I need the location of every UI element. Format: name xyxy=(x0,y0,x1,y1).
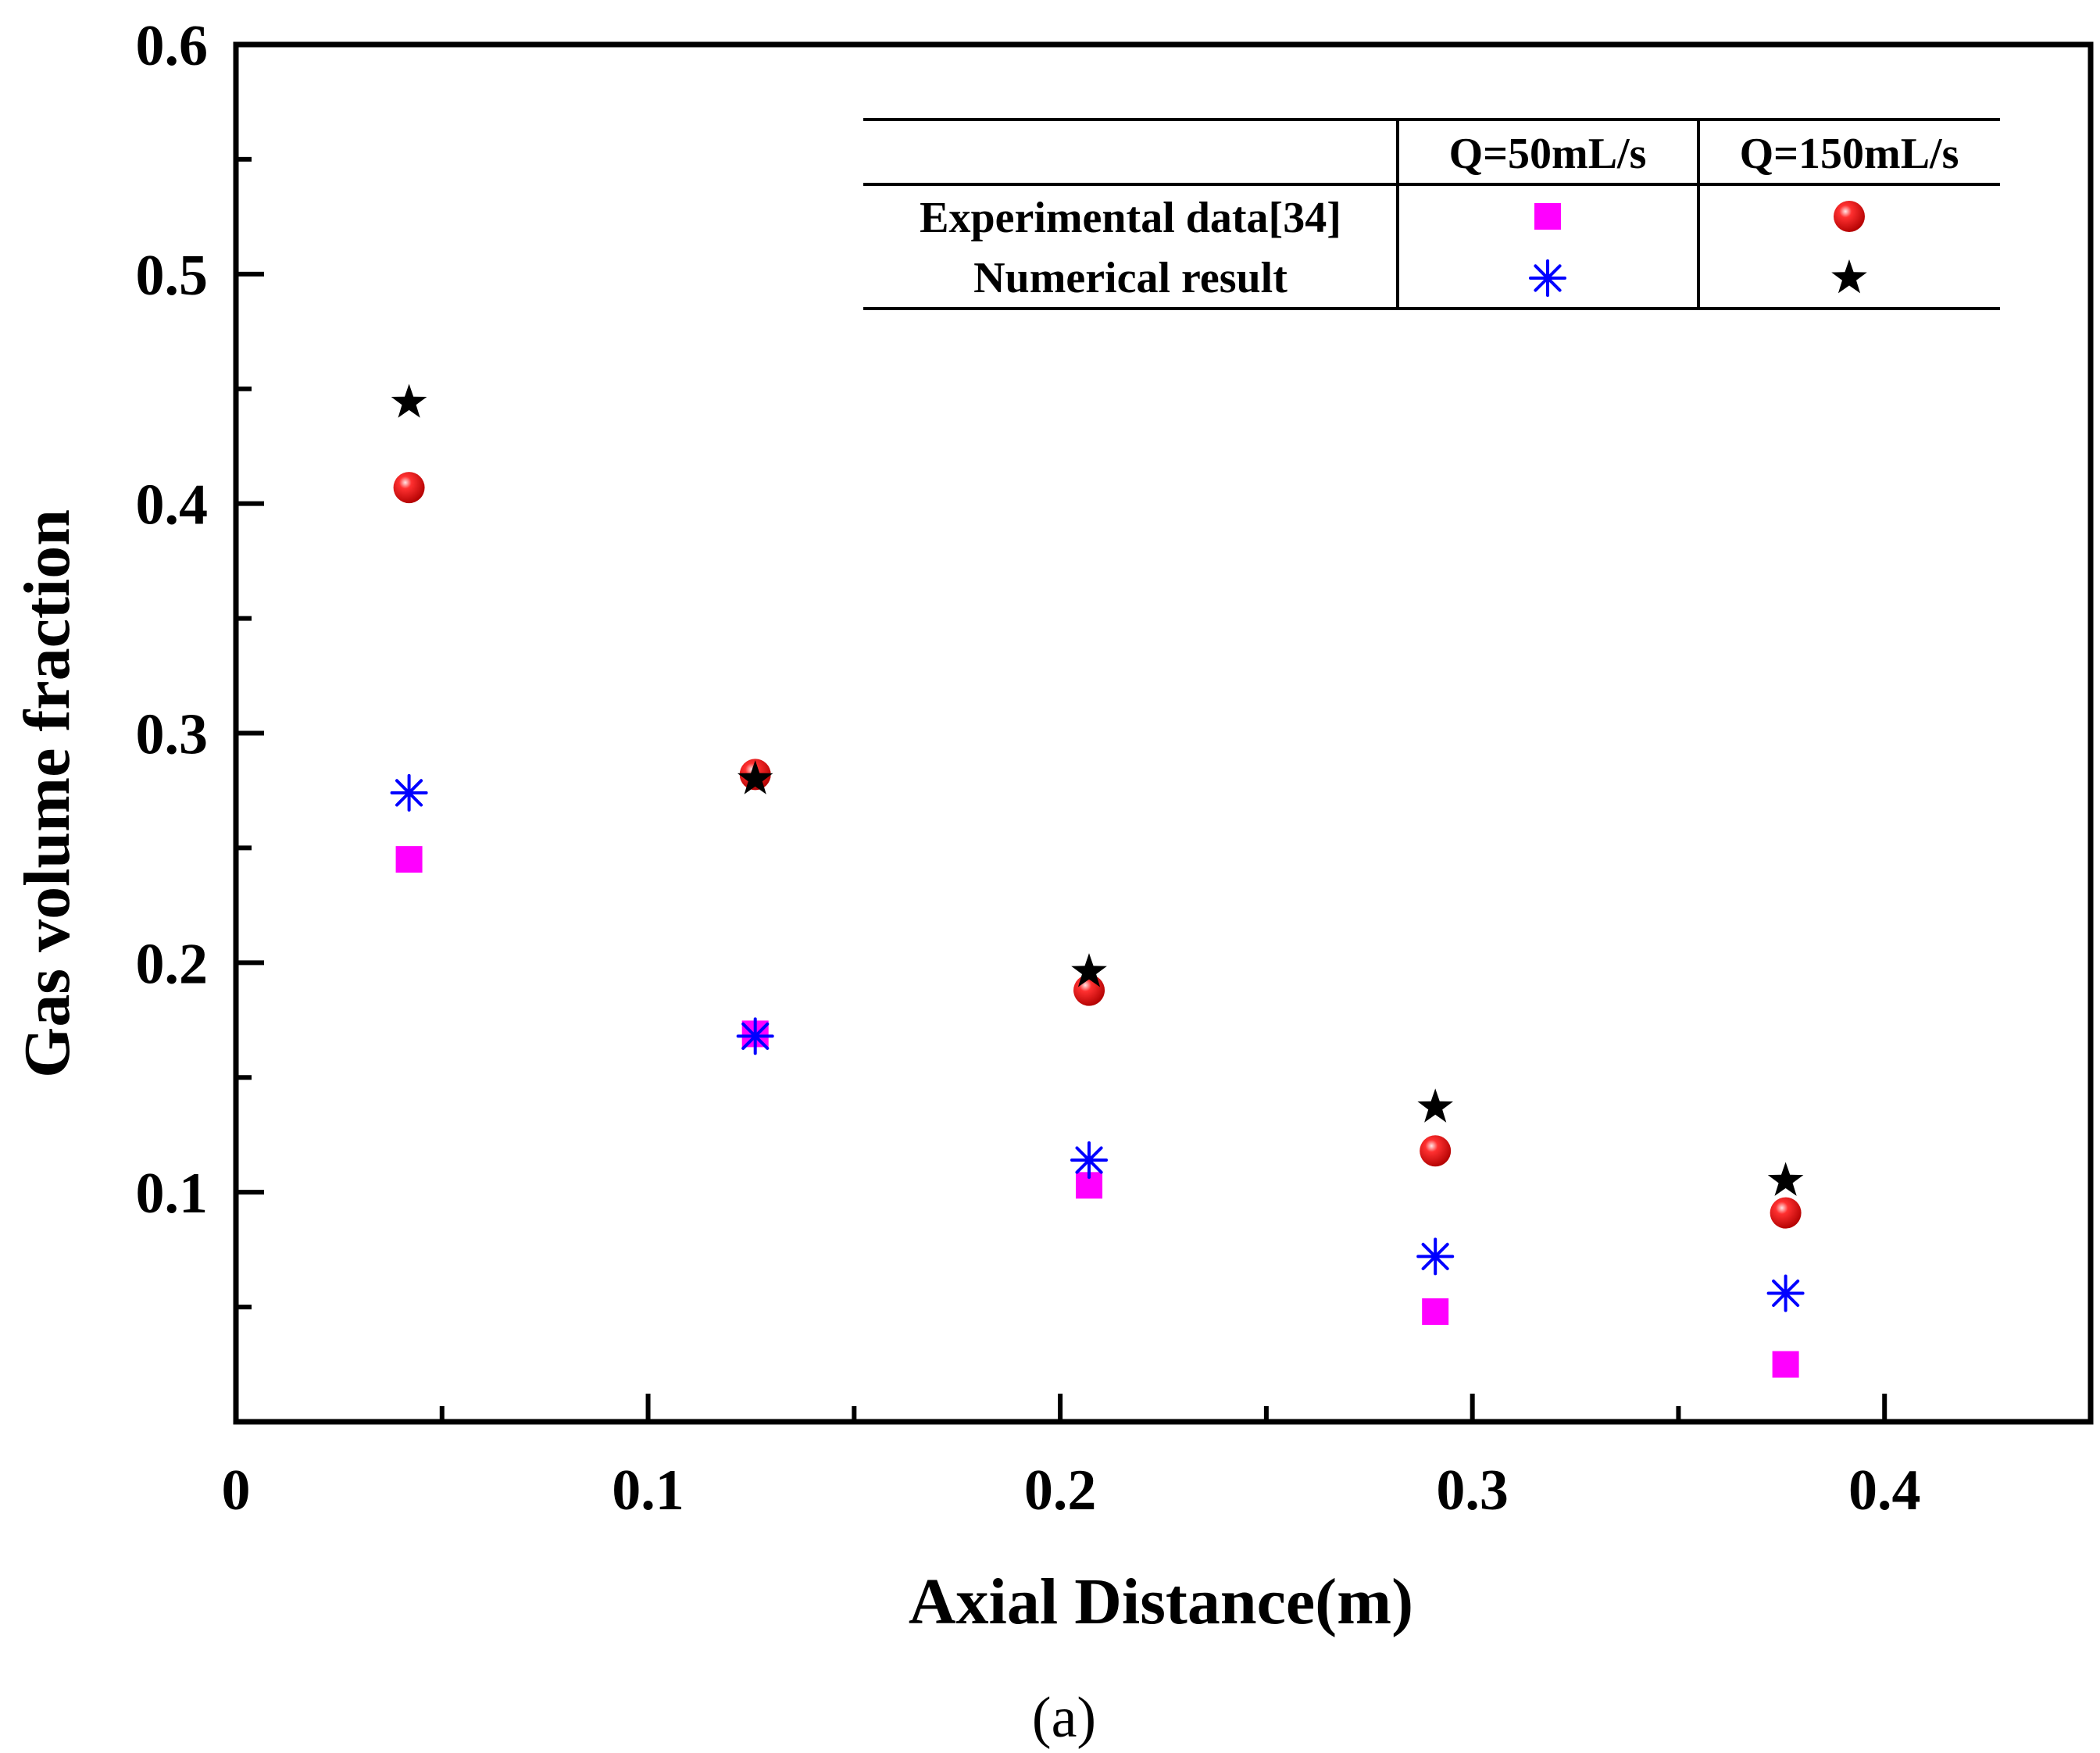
data-point-square xyxy=(1772,1351,1799,1378)
legend-marker-asterisk xyxy=(1529,259,1566,297)
legend-marker-sphere xyxy=(1834,201,1865,232)
y-axis-label: Gas volume fraction xyxy=(11,509,84,1078)
y-tick-label: 0.3 xyxy=(136,703,209,767)
y-tick-label: 0.5 xyxy=(136,244,209,308)
data-point-star xyxy=(737,760,773,794)
data-point-asterisk xyxy=(1416,1237,1455,1276)
legend-marker-star xyxy=(1831,259,1867,294)
data-point-asterisk xyxy=(390,773,428,812)
legend-col-header-q50: Q=50mL/s xyxy=(1449,130,1647,178)
y-tick-label: 0.2 xyxy=(136,932,209,996)
data-point-sphere xyxy=(1420,1135,1452,1167)
y-tick-label: 0.1 xyxy=(136,1162,209,1226)
asterisk-stroke xyxy=(1534,264,1562,292)
y-tick-label: 0.6 xyxy=(136,14,209,78)
y-axis-ticks: 0.1 0.2 0.3 0.4 0.5 0.6 xyxy=(136,14,264,1310)
data-point-square xyxy=(395,846,423,873)
asterisk-stroke xyxy=(1772,1279,1800,1307)
x-axis-label: Axial Distance(m) xyxy=(909,1566,1413,1638)
data-point-square xyxy=(1422,1298,1449,1325)
legend-markers xyxy=(1529,201,1867,297)
x-axis-ticks: 0 0.1 0.2 0.3 0.4 xyxy=(222,1394,2093,1523)
plot-frame xyxy=(233,41,2094,1425)
asterisk-stroke xyxy=(1075,1146,1103,1174)
data-point-asterisk xyxy=(736,1017,774,1055)
x-tick-label: 0.3 xyxy=(1436,1458,1509,1523)
data-point-asterisk xyxy=(1070,1141,1108,1179)
y-tick-label: 0.4 xyxy=(136,473,209,537)
legend: Q=50mL/s Q=150mL/s Experimental data[34]… xyxy=(863,118,2000,310)
asterisk-stroke xyxy=(395,779,423,807)
asterisk-stroke xyxy=(741,1022,770,1050)
data-point-sphere xyxy=(393,472,425,504)
figure-caption: (a) xyxy=(1032,1686,1096,1750)
x-tick-label: 0.2 xyxy=(1024,1458,1097,1523)
x-tick-label: 0 xyxy=(222,1458,251,1523)
data-point-sphere xyxy=(1770,1197,1802,1229)
legend-marker-square xyxy=(1534,203,1561,230)
data-point-star xyxy=(1417,1088,1453,1123)
legend-row-label-experimental: Experimental data[34] xyxy=(920,194,1341,242)
legend-col-header-q150: Q=150mL/s xyxy=(1740,130,1959,178)
data-point-asterisk xyxy=(1766,1274,1805,1312)
data-point-star xyxy=(1767,1162,1804,1196)
x-tick-label: 0.4 xyxy=(1848,1458,1921,1523)
x-tick-label: 0.1 xyxy=(612,1458,684,1523)
asterisk-stroke xyxy=(1421,1242,1449,1270)
data-point-star xyxy=(391,384,427,418)
data-marks xyxy=(390,384,1805,1378)
legend-row-label-numerical: Numerical result xyxy=(973,254,1288,302)
data-point-star xyxy=(1071,953,1107,987)
